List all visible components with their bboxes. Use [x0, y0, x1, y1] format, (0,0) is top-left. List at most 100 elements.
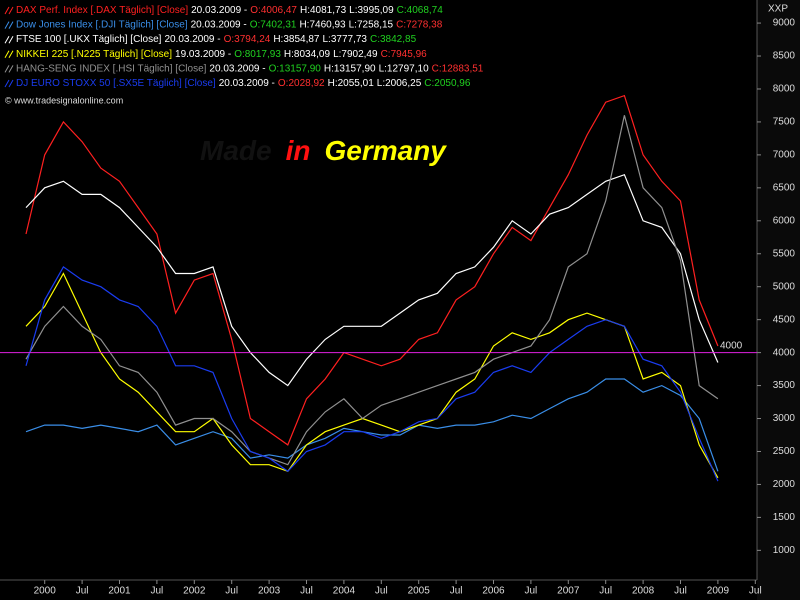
y-axis-panel	[757, 0, 800, 600]
x-tick-label: Jul	[300, 586, 313, 597]
series-line	[25, 378, 719, 472]
legend-high: H:3854,87	[273, 34, 320, 45]
axis-label: XXP	[768, 4, 788, 15]
x-tick-label: 2007	[557, 586, 580, 597]
watermark: © www.tradesignalonline.com	[5, 95, 123, 105]
x-tick-label: 2000	[34, 586, 57, 597]
legend-low: L:2006,25	[377, 78, 422, 89]
legend-entry: DJ EURO STOXX 50 [.SX5E Täglich] [Close]…	[16, 78, 471, 89]
legend-close: C:7278,38	[396, 19, 443, 30]
legend-low: L:7258,15	[349, 19, 394, 30]
legend-close: C:4068,74	[397, 5, 444, 16]
series-line	[25, 173, 719, 387]
y-tick-label: 2000	[773, 479, 796, 490]
legend-date: 20.03.2009 -	[164, 34, 220, 45]
legend-icon	[4, 6, 14, 15]
legend-close: C:7945,96	[381, 48, 428, 59]
y-tick-label: 8500	[773, 51, 796, 62]
legend-low: L:12797,10	[379, 63, 429, 74]
annotation-word: in	[286, 135, 311, 166]
series-line	[25, 94, 719, 446]
x-tick-label: 2003	[258, 586, 281, 597]
legend-high: H:13157,90	[324, 63, 376, 74]
legend-open: O:8017,93	[234, 48, 281, 59]
legend-date: 20.03.2009 -	[191, 19, 247, 30]
series-line	[25, 115, 719, 466]
x-tick-label: Jul	[76, 586, 89, 597]
x-tick-label: Jul	[525, 586, 538, 597]
legend-entry: FTSE 100 [.UKX Täglich] [Close] 20.03.200…	[16, 34, 417, 45]
annotation-word: Germany	[324, 135, 447, 166]
legend-name: Dow Jones Index [.DJI Täglich] [Close]	[16, 19, 188, 30]
x-tick-label: 2001	[108, 586, 131, 597]
legend-date: 20.03.2009 -	[191, 5, 247, 16]
y-tick-label: 7000	[773, 150, 796, 161]
y-tick-label: 3500	[773, 380, 796, 391]
series-line	[25, 266, 719, 482]
legend-icon	[4, 21, 14, 29]
legend-high: H:2055,01	[328, 78, 375, 89]
legend-name: FTSE 100 [.UKX Täglich] [Close]	[16, 34, 162, 45]
y-tick-label: 6500	[773, 182, 796, 193]
x-tick-label: 2004	[333, 586, 356, 597]
x-tick-label: 2006	[482, 586, 505, 597]
series-line	[25, 272, 719, 479]
legend-icon	[4, 65, 14, 73]
legend-open: O:2028,92	[278, 78, 325, 89]
y-tick-label: 4000	[773, 347, 796, 358]
legend-open: O:7402,31	[250, 19, 297, 30]
legend-date: 20.03.2009 -	[209, 63, 265, 74]
y-tick-label: 8000	[773, 84, 796, 95]
y-tick-label: 9000	[773, 18, 796, 29]
y-tick-label: 1500	[773, 512, 796, 523]
x-tick-label: Jul	[225, 586, 238, 597]
legend-date: 19.03.2009 -	[175, 48, 231, 59]
x-tick-label: Jul	[599, 586, 612, 597]
legend-high: H:4081,73	[300, 5, 347, 16]
legend-close: C:2050,96	[424, 78, 471, 89]
x-tick-label: Jul	[749, 586, 762, 597]
y-tick-label: 3000	[773, 413, 796, 424]
legend-high: H:8034,09	[284, 48, 331, 59]
annotation-word: Made	[200, 135, 272, 166]
x-tick-label: 2008	[632, 586, 655, 597]
x-tick-label: Jul	[450, 586, 463, 597]
y-tick-label: 6000	[773, 215, 796, 226]
y-tick-label: 2500	[773, 446, 796, 457]
legend-name: DJ EURO STOXX 50 [.SX5E Täglich] [Close]	[16, 78, 216, 89]
annotation: Made in Germany	[200, 135, 447, 166]
x-tick-label: 2005	[408, 586, 431, 597]
legend-entry: HANG-SENG INDEX [.HSI Täglich] [Close] 20…	[16, 63, 484, 74]
y-tick-label: 5500	[773, 248, 796, 259]
legend-close: C:12883,51	[432, 63, 484, 74]
legend-high: H:7460,93	[299, 19, 346, 30]
legend-icon	[4, 50, 14, 59]
legend-name: DAX Perf. Index [.DAX Täglich] [Close]	[16, 5, 188, 16]
legend-date: 20.03.2009 -	[219, 78, 275, 89]
legend-low: L:3995,09	[349, 5, 394, 16]
y-tick-label: 7500	[773, 117, 796, 128]
x-tick-label: Jul	[151, 586, 164, 597]
legend-entry: Dow Jones Index [.DJI Täglich] [Close] 20…	[16, 19, 443, 30]
y-tick-label: 1000	[773, 545, 796, 556]
legend-name: HANG-SENG INDEX [.HSI Täglich] [Close]	[16, 63, 207, 74]
legend-entry: NIKKEI 225 [.N225 Täglich] [Close] 19.03.…	[16, 48, 427, 59]
legend-open: O:4006,47	[250, 5, 297, 16]
legend-open: O:13157,90	[269, 63, 322, 74]
legend-open: O:3794,24	[224, 34, 271, 45]
legend-icon	[4, 79, 14, 88]
x-tick-label: 2009	[707, 586, 730, 597]
reference-label: 4000	[720, 340, 743, 351]
legend-icon	[4, 35, 14, 44]
legend-entry: DAX Perf. Index [.DAX Täglich] [Close] 20…	[16, 5, 443, 16]
y-tick-label: 4500	[773, 314, 796, 325]
legend-low: L:3777,73	[322, 34, 367, 45]
x-tick-label: Jul	[674, 586, 687, 597]
x-tick-label: 2002	[183, 586, 206, 597]
x-tick-label: Jul	[375, 586, 388, 597]
legend-low: L:7902,49	[333, 48, 378, 59]
legend-close: C:3842,85	[370, 34, 417, 45]
y-tick-label: 5000	[773, 281, 796, 292]
